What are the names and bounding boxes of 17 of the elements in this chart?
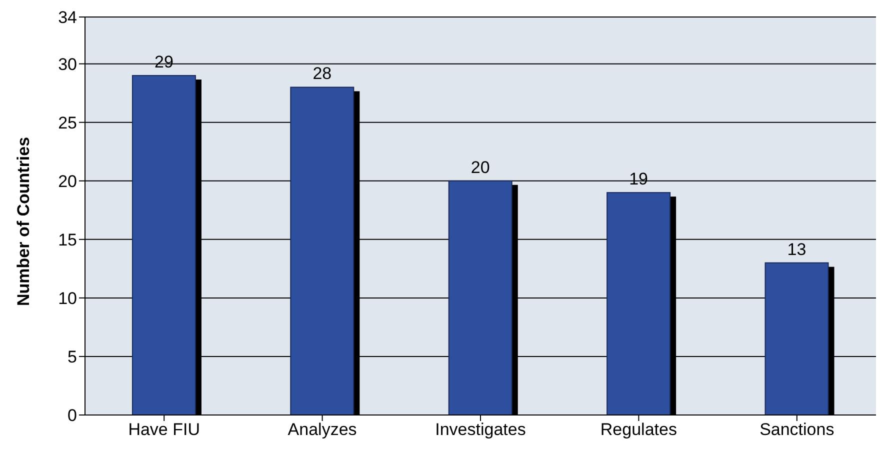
data-label: 28	[312, 64, 332, 84]
y-tick-label: 15	[58, 230, 77, 250]
y-tick-label: 5	[68, 348, 77, 367]
x-tick-label: Analyzes	[288, 420, 357, 440]
x-tick-label: Sanctions	[760, 420, 834, 440]
y-tick-label: 30	[58, 54, 77, 74]
y-tick-label: 0	[68, 406, 77, 426]
x-tick-label: Investigates	[435, 420, 526, 440]
y-tick-label: 20	[58, 172, 77, 191]
y-tick-label: 25	[58, 113, 77, 132]
data-label: 13	[787, 240, 806, 259]
y-tick-label: 34	[58, 8, 77, 28]
y-axis-title: Number of Countries	[14, 136, 34, 306]
x-tick-label: Have FIU	[128, 420, 200, 440]
x-tick-label: Regulates	[600, 420, 677, 440]
y-tick-label: 10	[58, 288, 77, 308]
data-label: 20	[470, 158, 490, 177]
